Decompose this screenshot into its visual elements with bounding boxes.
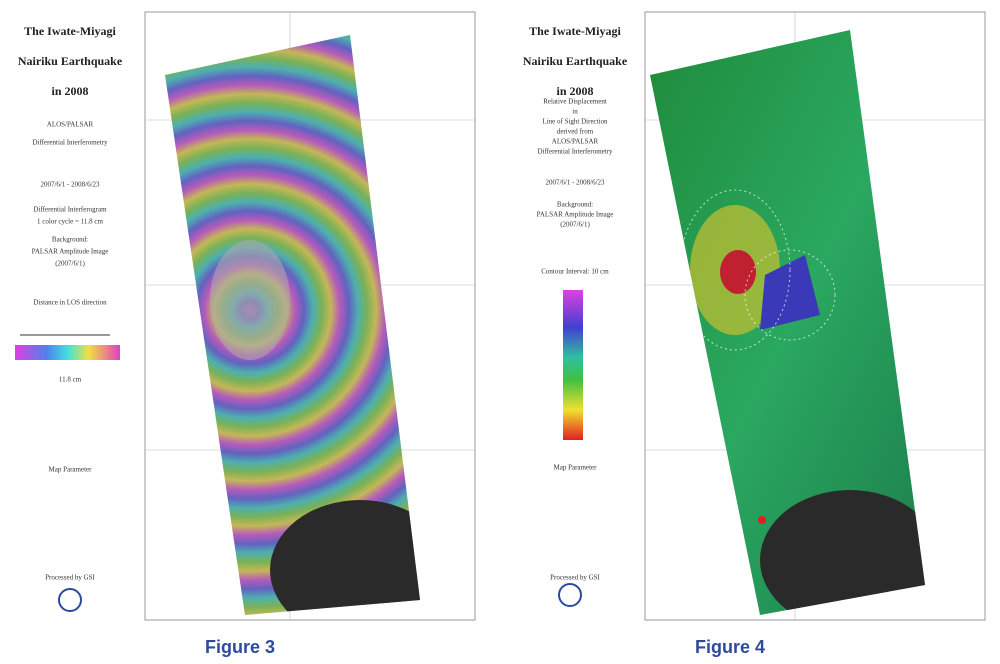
info-line: ALOS/PALSAR [552,138,599,146]
info-line: Background: [52,236,88,244]
title-line: Nairiku Earthquake [523,54,628,68]
info-line: Map Parameter [49,466,93,474]
info-line: PALSAR Amplitude Image [32,248,109,256]
info-line: Distance in LOS direction [33,299,107,307]
info-line: Map Parameter [554,464,598,472]
info-line: PALSAR Amplitude Image [537,211,614,219]
color-scale [563,290,583,440]
info-line: Differential Interferogram [33,206,107,214]
title-line: The Iwate-Miyagi [529,24,621,38]
info-line: ALOS/PALSAR [47,121,94,129]
title-line: Nairiku Earthquake [18,54,123,68]
info-line: Differential Interferometry [537,148,613,156]
info-line: 1 color cycle = 11.8 cm [37,218,103,226]
info-line: Background: [557,201,593,209]
info-line: Relative Displacement [543,98,607,106]
color-scale [15,345,120,360]
info-line: Line of Sight Direction [542,118,608,126]
title-line: in 2008 [556,84,593,98]
title-line: in 2008 [51,84,88,98]
info-line: 2007/6/1 - 2008/6/23 [40,181,100,189]
info-line: Differential Interferometry [32,139,108,147]
info-line: 11.8 cm [59,376,82,384]
info-line: derived from [557,128,594,136]
logo [558,583,582,607]
info-line: (2007/6/1) [560,221,590,229]
info-line: 2007/6/1 - 2008/6/23 [545,179,605,187]
info-line: Processed by GSI [550,574,600,582]
info-line: Processed by GSI [45,574,95,582]
info-line: in [572,108,578,116]
logo [58,588,82,612]
info-line: (2007/6/1) [55,260,85,268]
info-line: Contour Interval: 10 cm [541,268,609,276]
title-line: The Iwate-Miyagi [24,24,116,38]
figure-caption: Figure 3 [205,637,275,657]
figure-caption: Figure 4 [695,637,765,657]
